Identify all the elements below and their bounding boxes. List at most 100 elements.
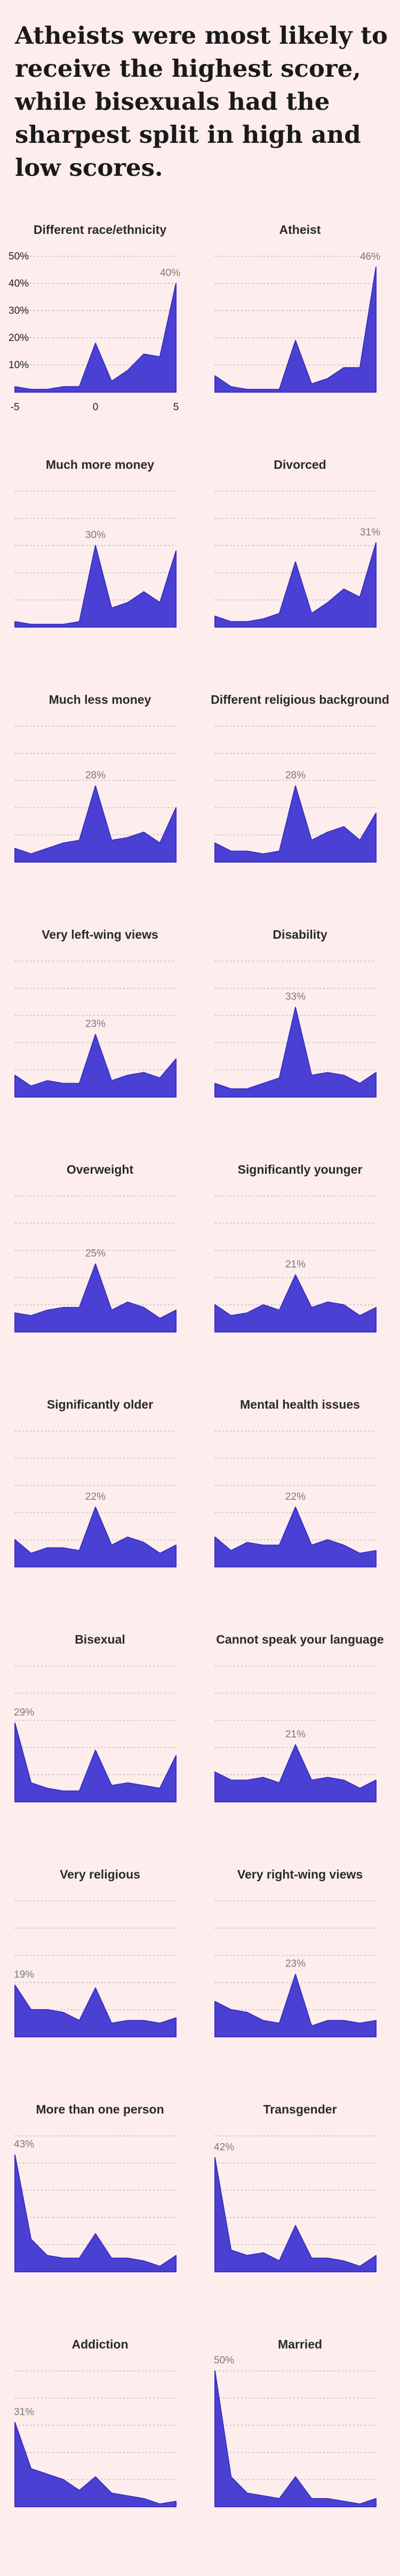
chart-panel: 28% Different religious background xyxy=(200,672,400,907)
panel-title: Different religious background xyxy=(211,693,389,706)
area-chart: 22% xyxy=(14,1431,177,1567)
area-chart: 21% xyxy=(214,1196,377,1332)
area-chart: 23% xyxy=(214,1900,377,2037)
area-chart: 22% xyxy=(214,1431,377,1567)
area-chart: 23% xyxy=(14,961,177,1098)
panel-title: Very right-wing views xyxy=(237,1867,363,1881)
y-tick-label: 50% xyxy=(9,251,29,262)
area-chart: 40% 10% 20% 30% 40% 50% -5 0 5 xyxy=(9,251,180,413)
chart-panel: 22% Mental health issues xyxy=(200,1377,400,1612)
area-chart: 33% xyxy=(214,961,377,1098)
panel-title: More than one person xyxy=(36,2102,164,2116)
peak-label: 43% xyxy=(14,2139,34,2150)
area-chart: 29% xyxy=(14,1665,177,1802)
area-chart: 28% xyxy=(14,726,177,863)
panel-title: Transgender xyxy=(263,2102,337,2116)
peak-label: 30% xyxy=(85,530,106,541)
panel-title: Bisexual xyxy=(75,1632,125,1646)
area-series xyxy=(214,1006,377,1098)
peak-label: 46% xyxy=(360,251,380,262)
chart-panel: 21% Cannot speak your language xyxy=(200,1612,400,1847)
area-series xyxy=(214,785,377,863)
chart-panel: 30% Much more money xyxy=(0,437,200,672)
peak-label: 29% xyxy=(14,1707,34,1718)
area-chart: 31% xyxy=(214,491,380,628)
area-series xyxy=(214,1744,377,1802)
panel-title: Much more money xyxy=(45,458,155,472)
chart-panel: 23% Very left-wing views xyxy=(0,907,200,1142)
peak-label: 33% xyxy=(285,992,306,1003)
chart-panel: 19% Very religious xyxy=(0,1847,200,2082)
area-chart: 42% xyxy=(214,2135,377,2272)
chart-panel: 23% Very right-wing views xyxy=(200,1847,400,2082)
peak-label: 23% xyxy=(285,1959,306,1970)
x-tick-label: 5 xyxy=(173,402,179,413)
peak-label: 28% xyxy=(85,770,106,781)
peak-label: 42% xyxy=(214,2142,234,2153)
area-chart: 43% xyxy=(14,2135,177,2272)
panel-title: Cannot speak your language xyxy=(216,1632,384,1646)
area-series xyxy=(214,2157,377,2272)
peak-label: 21% xyxy=(285,1259,306,1270)
peak-label: 28% xyxy=(285,770,306,781)
headline: Atheists were most likely to receive the… xyxy=(15,21,388,182)
panel-title: Disability xyxy=(273,928,327,941)
panel-title: Mental health issues xyxy=(240,1397,360,1411)
area-chart: 25% xyxy=(14,1196,177,1332)
panel-title: Different race/ethnicity xyxy=(33,223,167,237)
chart-panel: 42% Transgender xyxy=(200,2082,400,2317)
panel-title: Atheist xyxy=(279,223,321,237)
area-chart: 19% xyxy=(14,1900,177,2037)
area-series xyxy=(14,1722,177,1802)
area-series xyxy=(214,1274,377,1332)
x-tick-label: -5 xyxy=(11,402,20,413)
y-tick-label: 30% xyxy=(9,305,29,316)
area-chart: 31% xyxy=(14,2370,177,2507)
panel-title: Very left-wing views xyxy=(42,928,158,941)
chart-panel: 28% Much less money xyxy=(0,672,200,907)
peak-label: 22% xyxy=(85,1491,106,1502)
area-chart: 46% xyxy=(214,251,380,393)
peak-label: 21% xyxy=(285,1729,306,1740)
area-series xyxy=(214,266,377,393)
panel-title: Significantly younger xyxy=(237,1163,363,1176)
peak-label: 50% xyxy=(214,2355,234,2366)
panel-title: Much less money xyxy=(49,693,151,706)
chart-panel: 33% Disability xyxy=(200,907,400,1142)
peak-label: 25% xyxy=(85,1248,106,1259)
area-chart: 28% xyxy=(214,726,377,863)
chart-panel: 46% Atheist xyxy=(200,202,400,437)
panel-title: Addiction xyxy=(71,2337,129,2351)
area-series xyxy=(14,1985,177,2037)
panel-title: Divorced xyxy=(274,458,326,472)
area-series xyxy=(14,545,177,628)
chart-panel: 43% More than one person xyxy=(0,2082,200,2317)
area-series xyxy=(14,2421,177,2507)
area-chart: 21% xyxy=(214,1665,377,1802)
area-series xyxy=(14,1506,177,1567)
peak-label: 22% xyxy=(285,1491,306,1502)
chart-panel: 50% Married xyxy=(200,2317,400,2552)
area-series xyxy=(14,785,177,863)
panel-title: Overweight xyxy=(66,1163,134,1176)
peak-label: 31% xyxy=(14,2407,34,2418)
chart-panel: 31% Divorced xyxy=(200,437,400,672)
peak-label: 23% xyxy=(85,1019,106,1030)
chart-panel: 25% Overweight xyxy=(0,1142,200,1377)
area-series xyxy=(14,2154,177,2272)
y-tick-label: 40% xyxy=(9,278,29,289)
panel-title: Very religious xyxy=(60,1867,140,1881)
area-series xyxy=(214,2370,377,2507)
panel-title: Married xyxy=(277,2337,323,2351)
panel-title: Significantly older xyxy=(46,1397,154,1411)
area-series xyxy=(214,542,377,628)
area-series xyxy=(214,1506,377,1567)
peak-label: 31% xyxy=(360,527,380,538)
chart-panel: 29% Bisexual xyxy=(0,1612,200,1847)
area-series xyxy=(214,1973,377,2037)
area-series xyxy=(14,1263,177,1332)
area-chart: 50% xyxy=(214,2355,377,2507)
chart-panel: 21% Significantly younger xyxy=(200,1142,400,1377)
area-chart: 30% xyxy=(14,491,177,628)
peak-label: 19% xyxy=(14,1969,34,1980)
